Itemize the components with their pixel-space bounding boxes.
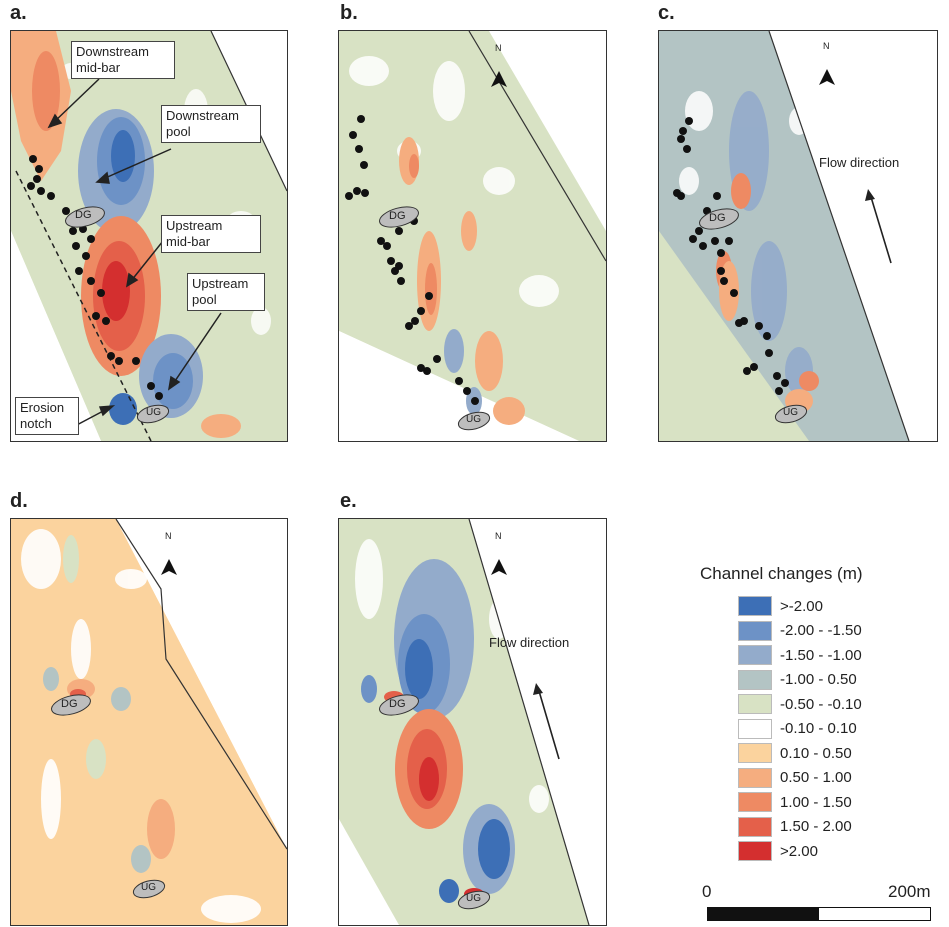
map-panel-b: N DG UG — [338, 30, 607, 442]
legend-label: -1.50 - -1.00 — [780, 646, 862, 664]
flow-direction-label: Flow direction — [819, 155, 900, 170]
legend-item: 1.50 - 2.00 — [738, 816, 852, 838]
callout-downstream-midbar: Downstream mid-bar — [71, 41, 175, 79]
legend-label: -1.00 - 0.50 — [780, 671, 857, 688]
panel-label-d: d. — [10, 490, 28, 512]
map-panel-c: N Flow direction DG UG — [658, 30, 938, 442]
erosion-notch — [109, 393, 137, 425]
north-arrow-icon — [819, 69, 835, 85]
scale-bar — [707, 907, 931, 921]
gauge-ug-label: UG — [783, 407, 798, 418]
legend-label: -0.10 - 0.10 — [780, 720, 857, 737]
gauge-dg — [65, 206, 105, 228]
legend-swatch — [738, 645, 772, 665]
legend-item: 0.10 - 0.50 — [738, 742, 852, 764]
north-arrow-icon — [491, 559, 507, 575]
gauge-ug-label: UG — [141, 882, 156, 893]
flow-arrow-icon — [533, 683, 560, 760]
legend-swatch — [738, 841, 772, 861]
gauge-dg — [699, 208, 739, 230]
callout-line-2: mid-bar — [76, 60, 121, 75]
callout-line-2: pool — [192, 292, 217, 307]
legend-swatch — [738, 767, 772, 788]
legend-item: >2.00 — [738, 840, 818, 862]
gauge-dg — [379, 694, 419, 716]
gauge-dg-label: DG — [61, 698, 78, 710]
callout-line-1: Upstream — [166, 218, 223, 233]
legend-item: -2.00 - -1.50 — [738, 620, 862, 642]
legend-swatch — [738, 596, 772, 616]
legend-item: -0.10 - 0.10 — [738, 718, 857, 740]
flow-direction-label: Flow direction — [489, 635, 570, 650]
legend-swatch — [738, 620, 772, 641]
legend-swatch — [738, 792, 772, 812]
legend-item: >-2.00 — [738, 595, 823, 617]
north-label: N — [165, 531, 172, 541]
callout-line-1: Upstream — [192, 276, 249, 291]
gauge-ug-label: UG — [146, 407, 161, 418]
callout-upstream-pool: Upstream pool — [187, 273, 265, 311]
scale-bar-black — [708, 908, 819, 920]
legend-title: Channel changes (m) — [700, 564, 863, 583]
north-label: N — [495, 531, 502, 541]
legend-item: 0.50 - 1.00 — [738, 767, 852, 789]
callout-erosion-notch: Erosion notch — [15, 397, 79, 435]
gauge-ug-label: UG — [466, 893, 481, 904]
legend-label: >2.00 — [780, 842, 818, 860]
legend-label: -2.00 - -1.50 — [780, 622, 862, 639]
panel-label-a: a. — [10, 2, 27, 24]
gauge-ug — [774, 404, 808, 424]
legend-label: 1.00 - 1.50 — [780, 793, 852, 811]
gauge-ug-label: UG — [466, 414, 481, 425]
no-change-area — [11, 231, 101, 441]
legend-label: 1.50 - 2.00 — [780, 818, 852, 835]
gauge-ug — [457, 411, 491, 431]
callout-line-1: Downstream — [166, 108, 239, 123]
map-panel-e: N Flow direction DG UG — [338, 518, 607, 926]
legend-item: -1.50 - -1.00 — [738, 644, 862, 666]
gauge-dg — [379, 206, 419, 228]
callout-upstream-midbar: Upstream mid-bar — [161, 215, 261, 253]
legend-item: 1.00 - 1.50 — [738, 791, 852, 813]
north-arrow-icon — [491, 71, 507, 87]
gauge-dg-label: DG — [709, 212, 726, 224]
gauge-dg-label: DG — [75, 209, 92, 221]
callout-line-1: Erosion — [20, 400, 65, 415]
scale-start-label: 0 — [702, 882, 712, 901]
tracer-points — [27, 155, 163, 400]
gauge-ug — [132, 879, 166, 899]
legend-swatch — [738, 669, 772, 690]
legend-swatch — [738, 694, 772, 714]
gauge-dg-label: DG — [389, 698, 406, 710]
gauge-ug — [457, 890, 491, 910]
legend-label: 0.50 - 1.00 — [780, 769, 852, 786]
callout-line-2: notch — [20, 416, 52, 431]
map-panel-d: N DG UG — [10, 518, 288, 926]
legend-swatch — [738, 816, 772, 837]
north-label: N — [823, 41, 830, 51]
legend-label: >-2.00 — [780, 597, 823, 615]
map-panel-a: DG UG Downstream mid-bar Downstream pool… — [10, 30, 288, 442]
gauge-dg-label: DG — [389, 210, 406, 222]
legend-label: -0.50 - -0.10 — [780, 695, 862, 713]
north-label: N — [495, 43, 502, 53]
panel-label-e: e. — [340, 490, 357, 512]
callout-line-2: mid-bar — [166, 234, 211, 249]
callout-line-2: pool — [166, 124, 191, 139]
legend-swatch — [738, 718, 772, 739]
callout-line-1: Downstream — [76, 44, 149, 59]
gauge-ug — [136, 404, 170, 424]
panel-label-b: b. — [340, 2, 358, 24]
callout-downstream-pool: Downstream pool — [161, 105, 261, 143]
legend-swatch — [738, 743, 772, 763]
flow-arrow-icon — [865, 189, 892, 264]
scale-end-label: 200m — [888, 882, 931, 901]
scale-bar-white — [819, 908, 930, 920]
panel-label-c: c. — [658, 2, 675, 24]
legend-item: -1.00 - 0.50 — [738, 669, 857, 691]
north-arrow-icon — [161, 559, 177, 575]
legend-label: 0.10 - 0.50 — [780, 744, 852, 762]
legend-item: -0.50 - -0.10 — [738, 693, 862, 715]
gauge-dg — [51, 694, 91, 716]
